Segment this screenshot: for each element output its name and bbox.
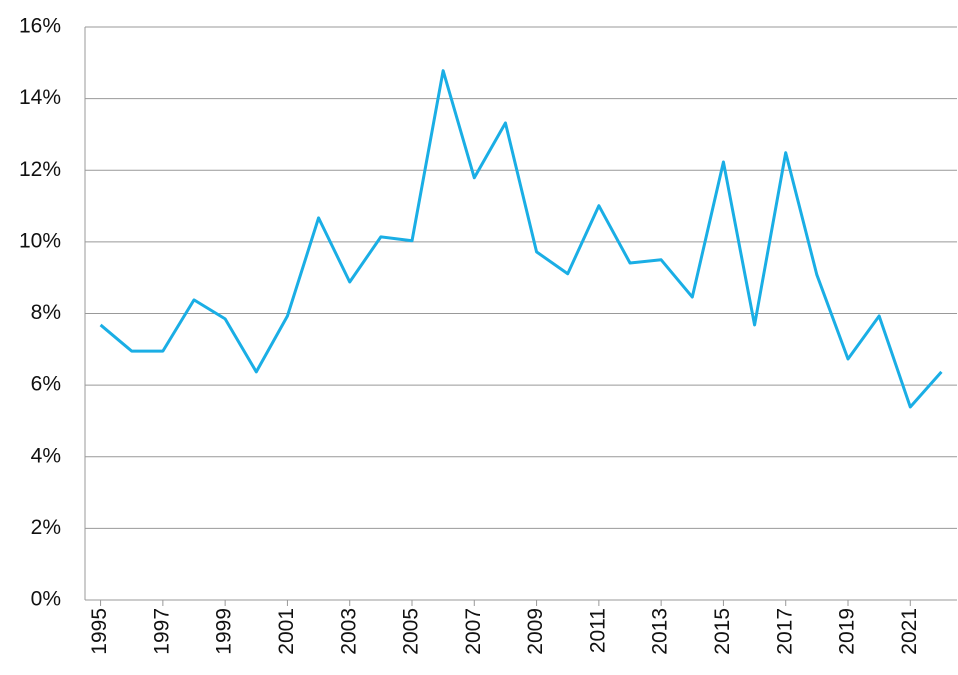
y-tick-label: 16% [19, 15, 61, 38]
x-tick-label: 1997 [150, 608, 173, 655]
x-tick-label: 2019 [836, 608, 859, 655]
x-tick-label: 2005 [400, 608, 423, 655]
x-tick-label: 2003 [337, 608, 360, 655]
y-tick-label: 8% [31, 301, 61, 324]
y-tick-label: 0% [31, 588, 61, 611]
x-tick-label: 1995 [88, 608, 111, 655]
x-tick-label: 1999 [213, 608, 236, 655]
x-tick-label: 2007 [462, 608, 485, 655]
y-tick-label: 10% [19, 229, 61, 252]
x-tick-label: 2017 [773, 608, 796, 655]
y-tick-label: 2% [31, 516, 61, 539]
y-tick-label: 4% [31, 444, 61, 467]
x-tick-label: 2015 [711, 608, 734, 655]
x-tick-label: 2013 [649, 608, 672, 655]
y-tick-label: 12% [19, 158, 61, 181]
y-tick-label: 6% [31, 373, 61, 396]
data-line [99, 69, 943, 409]
x-tick-label: 2009 [524, 608, 547, 655]
x-tick-label: 2011 [586, 608, 609, 653]
y-tick-label: 14% [19, 86, 61, 109]
x-tick-label: 2021 [898, 608, 921, 655]
x-tick-label: 2001 [275, 608, 298, 655]
